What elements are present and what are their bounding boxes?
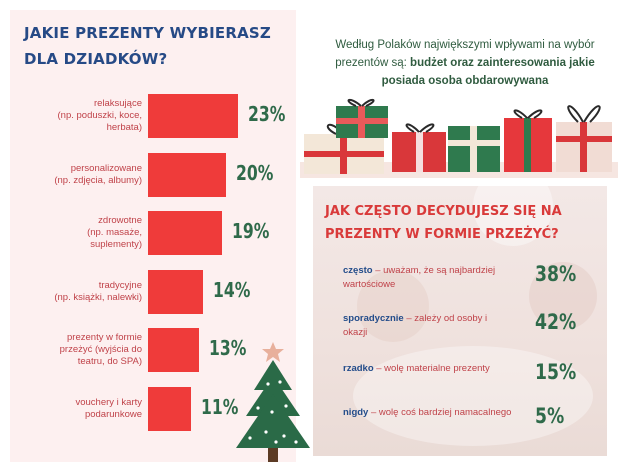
- bar: [148, 211, 223, 255]
- bar: [148, 152, 227, 197]
- bar-value-label: 20%: [236, 160, 274, 185]
- bar-label-line: personalizowane: [70, 162, 142, 174]
- frequency-label: sporadycznie – zależy od osoby i okazji: [343, 312, 513, 340]
- frequency-keyword: rzadko: [343, 363, 374, 374]
- bar: [148, 269, 203, 314]
- frequency-description: – zależy od osoby i okazji: [343, 313, 488, 338]
- bar-label-line: prezenty w formie: [67, 332, 142, 343]
- bar-label-line: vouchery i karty: [75, 396, 142, 408]
- bar-label-line: tradycyjne: [98, 279, 142, 291]
- frequency-value: 5%: [535, 404, 565, 428]
- frequency-label: nigdy – wolę coś bardziej namacalnego: [343, 406, 513, 420]
- frequency-description: – uważam, że są najbardziej wartościowe: [343, 265, 496, 290]
- bar-label-line: przeżyć (wyjścia do: [59, 344, 142, 355]
- bar-label: zdrowotne (np. masaże, suplementy): [22, 215, 142, 251]
- bar-label: relaksujące (np. poduszki, koce, herbata): [22, 98, 143, 134]
- bar-label: personalizowane (np. zdjęcia, albumy): [22, 163, 142, 187]
- frequency-value: 38%: [535, 262, 577, 286]
- family-photo-background: [353, 186, 597, 446]
- experience-gifts-title: JAK CZĘSTO DECYDUJESZ SIĘ NA PREZENTY W …: [325, 204, 562, 242]
- bar-label-line: suplementy): [90, 239, 142, 250]
- left-panel-title: JAKIE PREZENTY WYBIERASZ DLA DZIADKÓW?: [24, 24, 271, 68]
- bar-label-line: zdrowotne: [98, 215, 142, 226]
- bar-label-line: herbata): [106, 122, 142, 133]
- frequency-value: 42%: [535, 310, 577, 334]
- gift-boxes-illustration: [300, 99, 618, 178]
- bar-label: vouchery i karty podarunkowe: [22, 397, 142, 421]
- experience-gifts-panel: JAK CZĘSTO DECYDUJESZ SIĘ NA PREZENTY W …: [313, 186, 607, 456]
- summary-bold-text: budżet oraz zainteresowania jakie posiad…: [381, 57, 595, 87]
- bar-label-line: relaksujące: [93, 98, 142, 109]
- bar-label-line: (np. książki, nalewki): [54, 291, 142, 303]
- bar: [148, 328, 199, 372]
- bar-label-line: (np. zdjęcia, albumy): [54, 174, 142, 186]
- bar-value-label: 13%: [208, 336, 247, 360]
- summary-plain-text: Według Polaków największymi wpływami na …: [335, 39, 595, 69]
- bar-label-line: (np. poduszki, koce,: [57, 110, 143, 121]
- bar-label: tradycyjne (np. książki, nalewki): [22, 280, 142, 304]
- bar-value-label: 19%: [232, 219, 270, 243]
- bar-label-line: (np. masaże,: [87, 227, 142, 238]
- bar-value-label: 14%: [212, 277, 251, 302]
- frequency-keyword: często: [343, 265, 373, 276]
- frequency-keyword: sporadycznie: [343, 313, 404, 324]
- frequency-description: – wolę materialne prezenty: [373, 363, 490, 374]
- bar-value-label: 11%: [201, 394, 239, 419]
- bar-label-line: teatru, do SPA): [77, 356, 142, 367]
- bar-label-line: podarunkowe: [84, 408, 142, 420]
- survey-summary-panel: Według Polaków największymi wpływami na …: [313, 20, 617, 180]
- bar-value-label: 23%: [248, 102, 286, 126]
- christmas-tree-icon: [236, 342, 310, 462]
- frequency-label: rzadko – wolę materialne prezenty: [343, 362, 513, 376]
- bar: [148, 386, 192, 431]
- frequency-keyword: nigdy: [343, 407, 369, 418]
- survey-summary-text: Według Polaków największymi wpływami na …: [313, 36, 617, 90]
- frequency-label: często – uważam, że są najbardziej warto…: [343, 264, 513, 292]
- bar: [148, 94, 238, 138]
- frequency-value: 15%: [535, 360, 577, 384]
- frequency-description: – wolę coś bardziej namacalnego: [368, 407, 512, 418]
- bar-label: prezenty w formie przeżyć (wyjścia do teat…: [22, 332, 142, 368]
